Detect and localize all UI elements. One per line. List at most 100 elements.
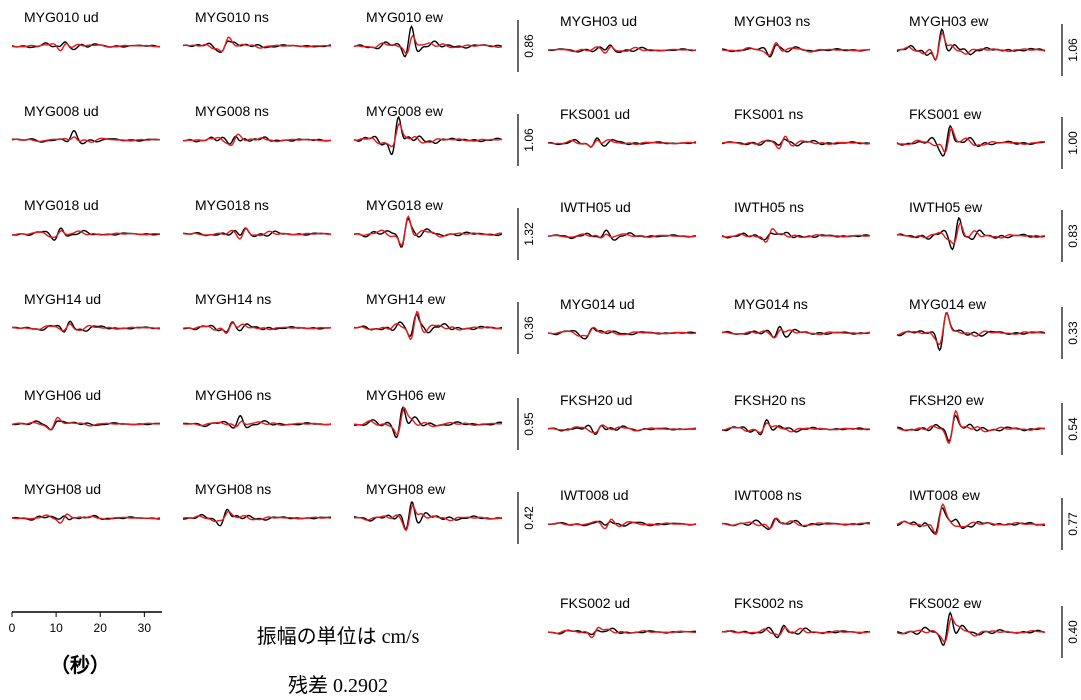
observed-waveform [548, 229, 697, 241]
synthetic-waveform [896, 32, 1046, 61]
trace-label: MYGH14 ud [24, 291, 101, 307]
synthetic-waveform [721, 135, 871, 150]
synthetic-waveform [547, 424, 696, 434]
synthetic-waveform [11, 136, 161, 143]
synthetic-waveform [896, 127, 1046, 154]
observed-waveform [183, 414, 332, 429]
synthetic-waveform [896, 222, 1045, 245]
trace-label: IWTH05 ud [560, 199, 631, 215]
observed-waveform [182, 40, 332, 54]
amplitude-scale-value: 1.32 [522, 222, 536, 246]
amplitude-scale-value: 1.06 [1066, 38, 1080, 62]
synthetic-waveform [11, 230, 160, 238]
synthetic-waveform [721, 422, 871, 434]
synthetic-waveform [11, 323, 160, 332]
trace-label: MYG018 ns [195, 197, 269, 213]
trace-label: FKS001 ud [560, 106, 630, 122]
synthetic-waveform [353, 34, 503, 55]
trace-label: FKS002 ns [734, 595, 803, 611]
amplitude-scale-value: 0.36 [522, 316, 536, 340]
observed-waveform [896, 311, 1046, 352]
synthetic-waveform [354, 310, 503, 341]
station-row-myg014: MYG014 ud MYG014 ns MYG014 ew 0.33 [547, 296, 1080, 359]
trace-label: IWT008 ud [560, 487, 628, 503]
trace-label: FKS002 ew [909, 595, 982, 611]
synthetic-waveform [547, 326, 697, 337]
trace-label: FKS001 ew [909, 106, 982, 122]
station-row-mygh08: MYGH08 ud MYGH08 ns MYGH08 ew 0.42 [11, 481, 536, 544]
station-row-mygh06: MYGH06 ud MYGH06 ns MYGH06 ew 0.95 [11, 387, 536, 450]
synthetic-waveform [547, 626, 697, 639]
synthetic-waveform [721, 626, 871, 637]
synthetic-waveform [548, 518, 697, 530]
trace-label: FKSH20 ud [560, 392, 632, 408]
amplitude-scale-value: 0.95 [522, 412, 536, 436]
waveform-panels: MYG010 ud MYG010 ns MYG010 ew 0.86 MYG008 ud… [11, 9, 1080, 658]
station-row-mygh14: MYGH14 ud MYGH14 ns MYGH14 ew 0.36 [11, 291, 536, 354]
synthetic-waveform [721, 227, 871, 244]
time-tick-label: 10 [49, 621, 63, 635]
observed-waveform [11, 129, 160, 145]
trace-label: FKSH20 ns [734, 392, 806, 408]
station-row-iwth05: IWTH05 ud IWTH05 ns IWTH05 ew 0.83 [548, 199, 1080, 262]
observed-waveform [353, 24, 503, 58]
observed-waveform [896, 28, 1046, 62]
trace-label: MYG010 ud [24, 9, 99, 25]
amplitude-scale-value: 1.06 [522, 128, 536, 152]
trace-label: MYG010 ew [366, 9, 444, 25]
observed-waveform [722, 44, 871, 58]
synthetic-waveform [11, 513, 161, 524]
synthetic-waveform [353, 123, 503, 148]
observed-waveform [547, 137, 697, 148]
station-row-iwt008: IWT008 ud IWT008 ns IWT008 ew 0.77 [547, 487, 1080, 550]
synthetic-waveform [182, 510, 332, 523]
synthetic-waveform [182, 322, 332, 334]
observed-waveform [548, 327, 697, 340]
observed-waveform [721, 624, 871, 639]
time-tick-label: 20 [94, 621, 108, 635]
amplitude-scale-value: 0.33 [1066, 321, 1080, 345]
observed-waveform [353, 115, 503, 156]
trace-label: MYG008 ns [195, 103, 269, 119]
synthetic-waveform [354, 406, 503, 436]
trace-label: MYGH08 ns [195, 481, 271, 497]
station-row-fks001: FKS001 ud FKS001 ns FKS001 ew 1.00 [547, 106, 1080, 169]
trace-label: MYG018 ew [366, 197, 444, 213]
amplitude-scale-value: 0.83 [1066, 224, 1080, 248]
amplitude-unit-note: 振幅の単位は cm/s [257, 625, 420, 648]
trace-label: MYGH03 ud [560, 13, 637, 29]
trace-label: MYGH06 ew [366, 387, 446, 403]
time-axis-label: （秒） [50, 653, 110, 677]
time-axis-ticks: 0 10 20 30 [9, 612, 151, 635]
station-row-myg008: MYG008 ud MYG008 ns MYG008 ew 1.06 [11, 103, 536, 166]
trace-label: MYGH14 ns [195, 291, 271, 307]
synthetic-waveform [721, 328, 870, 339]
observed-waveform [896, 507, 1046, 535]
trace-label: MYGH03 ew [909, 13, 989, 29]
synthetic-waveform [182, 133, 332, 147]
synthetic-waveform [896, 409, 1045, 445]
station-row-mygh03: MYGH03 ud MYGH03 ns MYGH03 ew 1.06 [547, 13, 1080, 76]
trace-label: MYG018 ud [24, 197, 99, 213]
time-tick-label: 0 [9, 621, 16, 635]
synthetic-waveform [182, 227, 332, 240]
trace-label: IWTH05 ns [734, 199, 804, 215]
trace-label: FKSH20 ew [909, 392, 985, 408]
observed-waveform [896, 611, 1046, 646]
trace-label: MYGH08 ew [366, 481, 446, 497]
synthetic-waveform [353, 215, 502, 246]
trace-label: MYG008 ew [366, 103, 444, 119]
amplitude-scale-value: 0.77 [1066, 512, 1080, 536]
synthetic-waveform [548, 233, 697, 239]
trace-label: IWT008 ns [734, 487, 802, 503]
trace-label: MYGH06 ns [195, 387, 271, 403]
trace-label: MYGH03 ns [734, 13, 810, 29]
synthetic-waveform [896, 312, 1046, 346]
trace-label: MYGH14 ew [366, 291, 446, 307]
synthetic-waveform [721, 41, 871, 57]
amplitude-scale-value: 0.54 [1066, 417, 1080, 441]
trace-label: MYGH06 ud [24, 387, 101, 403]
station-row-myg010: MYG010 ud MYG010 ns MYG010 ew 0.86 [11, 9, 536, 72]
observed-waveform [353, 501, 503, 531]
